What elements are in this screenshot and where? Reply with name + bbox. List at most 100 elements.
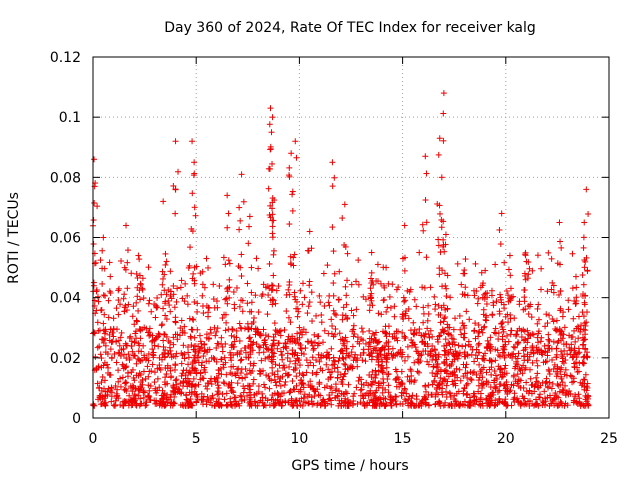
data-point — [382, 386, 389, 393]
data-point — [495, 363, 502, 370]
data-point — [116, 342, 123, 349]
data-point — [520, 326, 527, 333]
data-point — [483, 396, 490, 403]
data-point — [155, 343, 162, 350]
data-point — [136, 387, 143, 394]
data-point — [246, 308, 253, 315]
data-point — [524, 339, 531, 346]
data-point — [176, 332, 183, 339]
data-point — [501, 354, 508, 361]
data-point — [313, 312, 320, 319]
data-point — [579, 271, 586, 278]
data-point — [132, 385, 139, 392]
data-point — [180, 342, 187, 349]
data-point — [434, 336, 441, 343]
data-point — [443, 293, 450, 300]
x-tick-label: 0 — [89, 431, 98, 447]
data-point — [564, 402, 571, 409]
data-point — [131, 338, 138, 345]
data-point — [265, 333, 272, 340]
data-point — [320, 270, 327, 277]
data-point — [154, 375, 161, 382]
data-point — [302, 399, 309, 406]
data-point — [391, 313, 398, 320]
y-tick-label: 0.04 — [50, 291, 81, 307]
data-point — [219, 343, 226, 350]
data-point — [145, 357, 152, 364]
data-point — [452, 315, 459, 322]
data-point — [510, 396, 517, 403]
data-point — [401, 357, 408, 364]
data-point — [119, 361, 126, 368]
data-point — [180, 367, 187, 374]
data-point — [236, 204, 243, 211]
data-point — [480, 381, 487, 388]
data-point — [581, 383, 588, 390]
data-point — [178, 277, 185, 284]
data-point — [515, 339, 522, 346]
data-point — [545, 331, 552, 338]
data-point — [531, 388, 538, 395]
data-point — [300, 372, 307, 379]
data-point — [511, 315, 518, 322]
data-point — [467, 399, 474, 406]
data-point — [191, 299, 198, 306]
data-point — [459, 320, 466, 327]
data-point — [368, 269, 375, 276]
data-point — [336, 268, 343, 275]
data-point — [94, 344, 101, 351]
data-point — [424, 343, 431, 350]
data-point — [556, 219, 563, 226]
data-point — [270, 247, 277, 254]
data-point — [534, 305, 541, 312]
data-point — [405, 315, 412, 322]
data-point — [282, 378, 289, 385]
data-point — [537, 338, 544, 345]
data-point — [122, 386, 129, 393]
data-point — [312, 388, 319, 395]
data-point — [461, 270, 468, 277]
data-point — [255, 389, 262, 396]
data-point — [168, 295, 175, 302]
data-point — [461, 330, 468, 337]
data-point — [462, 256, 469, 263]
data-point — [461, 384, 468, 391]
data-point — [121, 380, 128, 387]
data-point — [411, 296, 418, 303]
data-point — [210, 395, 217, 402]
data-point — [255, 383, 262, 390]
data-point — [205, 264, 212, 271]
data-point — [463, 391, 470, 398]
data-point — [564, 351, 571, 358]
data-point — [222, 327, 229, 334]
data-point — [472, 260, 479, 267]
data-point — [504, 332, 511, 339]
data-point — [260, 381, 267, 388]
data-point — [241, 344, 248, 351]
data-point — [338, 347, 345, 354]
data-point — [542, 323, 549, 330]
data-point — [492, 346, 499, 353]
data-point — [433, 386, 440, 393]
data-point — [118, 257, 125, 264]
data-point — [341, 201, 348, 208]
data-point — [238, 397, 245, 404]
data-point — [265, 292, 272, 299]
data-point — [132, 397, 139, 404]
data-point — [426, 334, 433, 341]
data-point — [308, 289, 315, 296]
data-point — [492, 372, 499, 379]
data-point — [533, 347, 540, 354]
data-point — [538, 334, 545, 341]
data-point — [140, 342, 147, 349]
data-point — [228, 332, 235, 339]
data-point — [269, 234, 276, 241]
data-point — [151, 337, 158, 344]
data-point — [383, 364, 390, 371]
data-point — [304, 393, 311, 400]
data-point — [558, 364, 565, 371]
data-point — [283, 345, 290, 352]
data-point — [299, 301, 306, 308]
data-point — [374, 261, 381, 268]
data-point — [213, 358, 220, 365]
